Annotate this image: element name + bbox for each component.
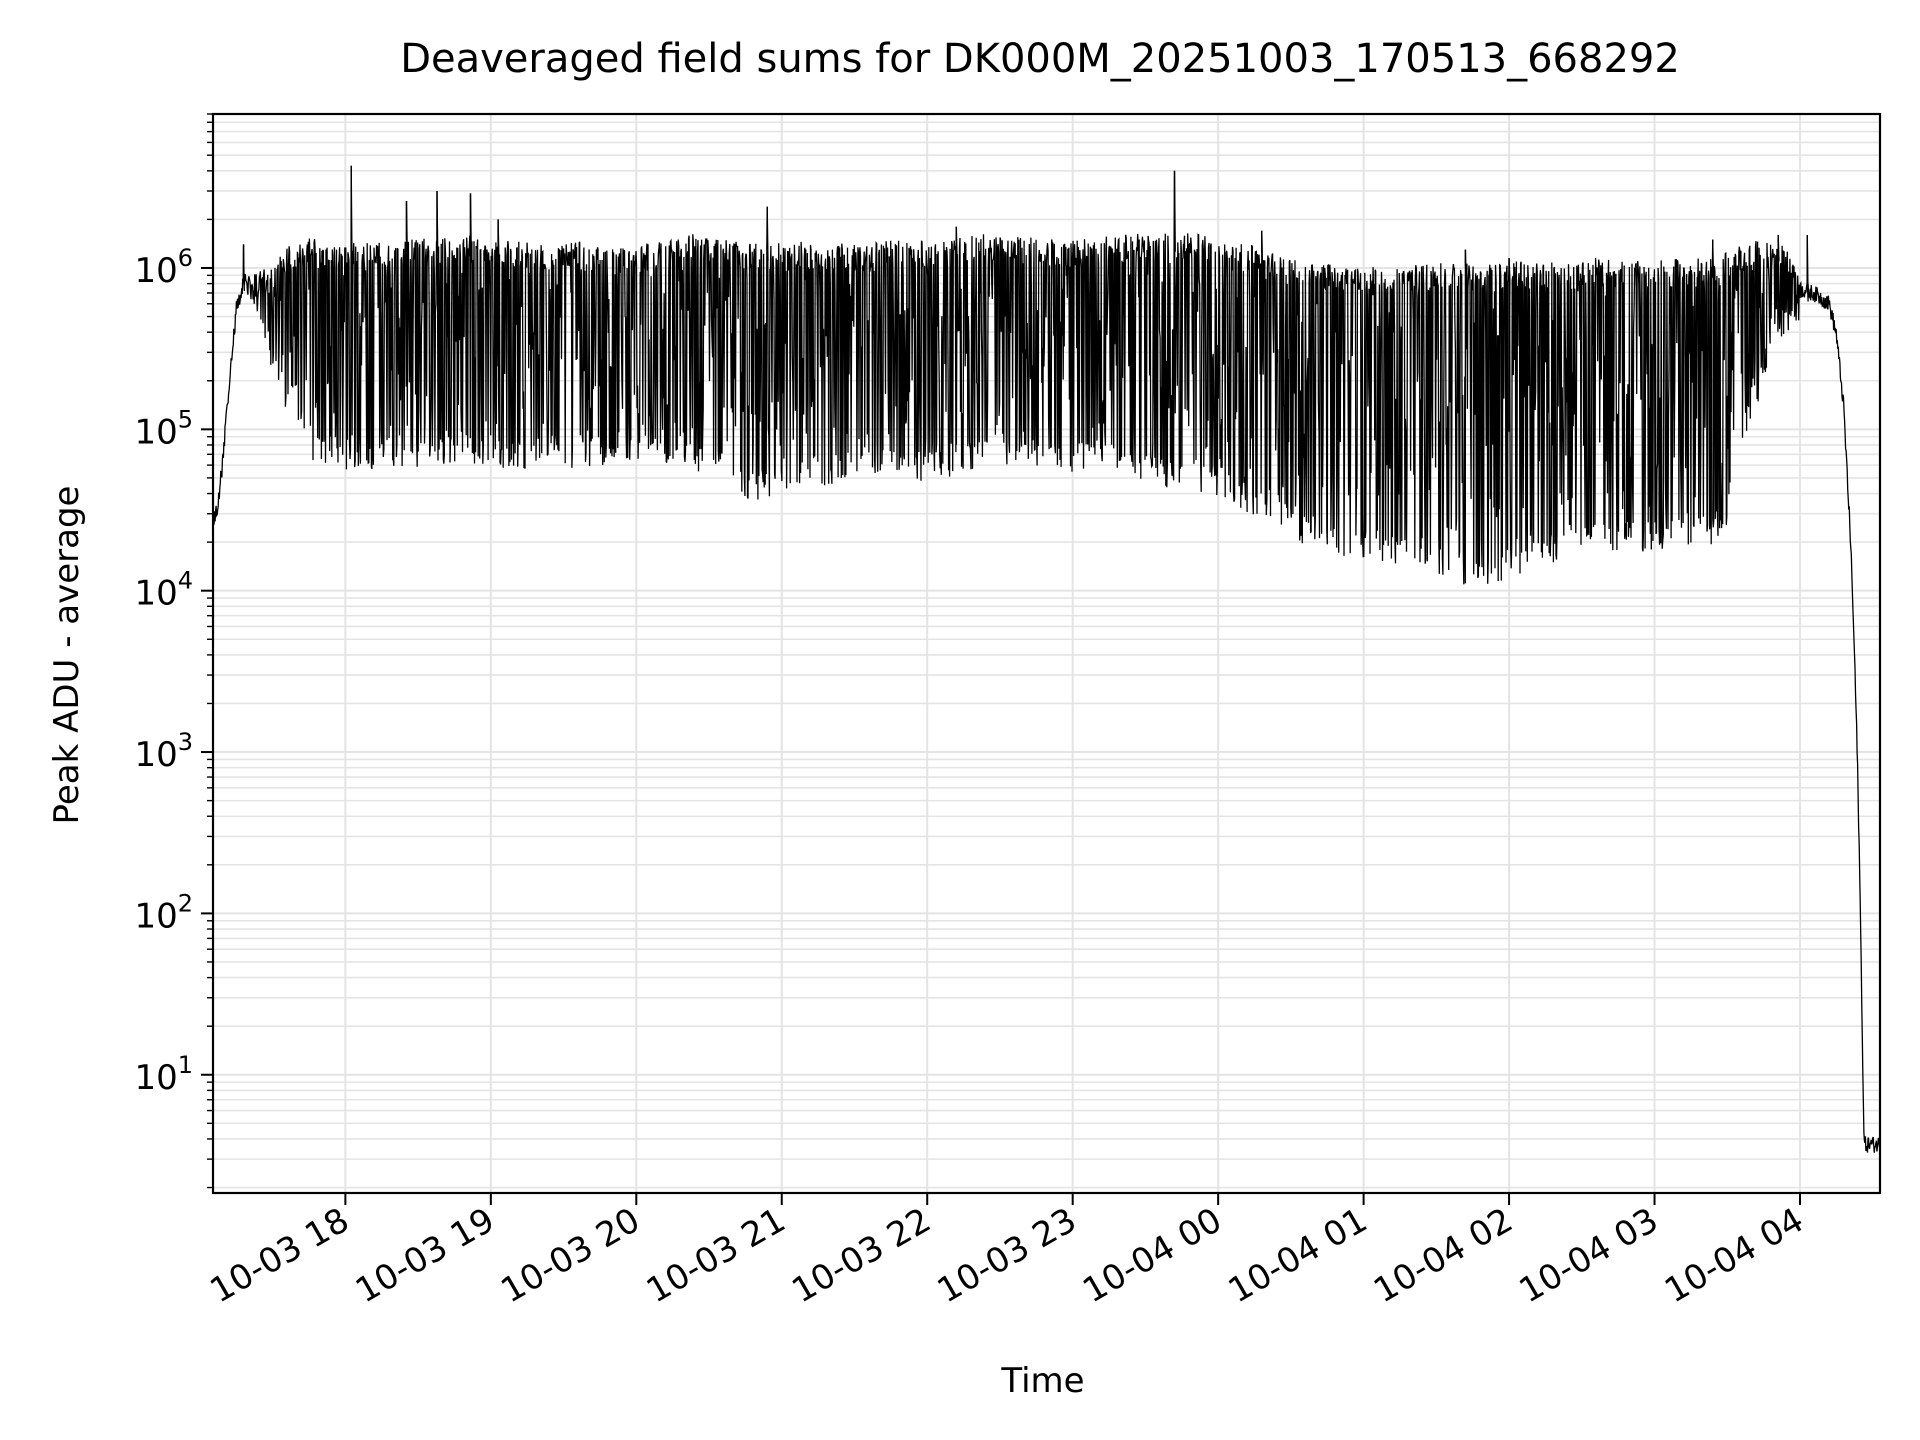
y-tick-base: 10 [134, 896, 177, 936]
y-tick-exponent: 1 [178, 1051, 193, 1079]
y-tick-base: 10 [134, 735, 177, 775]
plot-frame [211, 112, 1882, 1195]
y-tick-label: 105 [134, 405, 193, 452]
y-tick-base: 10 [134, 574, 177, 614]
x-tick-label: 10-03 19 [349, 1200, 501, 1311]
y-tick-label: 101 [134, 1051, 193, 1098]
y-tick-exponent: 5 [178, 405, 193, 433]
data-series-line [212, 165, 1881, 1153]
x-tick-label: 10-04 03 [1513, 1200, 1665, 1311]
y-tick-label: 106 [134, 244, 193, 291]
y-tick-label: 104 [134, 567, 193, 614]
x-tick-label: 10-04 02 [1367, 1200, 1519, 1311]
y-axis-label: Peak ADU - average [47, 486, 87, 825]
x-tick-label: 10-03 20 [494, 1200, 646, 1311]
x-tick-label: 10-04 04 [1658, 1200, 1810, 1311]
x-tick-label: 10-03 21 [640, 1200, 792, 1311]
chart-title: Deaveraged field sums for DK000M_2025100… [400, 36, 1680, 82]
y-tick-base: 10 [134, 251, 177, 291]
x-tick-label: 10-03 23 [931, 1200, 1083, 1311]
y-tick-label: 102 [134, 889, 193, 936]
plot-area-border [211, 112, 1882, 1195]
y-tick-exponent: 6 [178, 244, 193, 272]
y-tick-exponent: 2 [178, 889, 193, 917]
y-tick-base: 10 [134, 412, 177, 452]
x-axis-label: Time [1000, 1361, 1084, 1401]
y-tick-exponent: 3 [178, 728, 193, 756]
y-tick-base: 10 [134, 1058, 177, 1098]
x-tick-label: 10-03 22 [785, 1200, 937, 1311]
x-tick-label: 10-04 00 [1076, 1200, 1228, 1311]
y-tick-exponent: 4 [178, 567, 193, 595]
data-layer [212, 165, 1881, 1153]
y-tick-label: 103 [134, 728, 193, 775]
x-tick-label: 10-04 01 [1222, 1200, 1374, 1311]
x-tick-label: 10-03 18 [203, 1200, 355, 1311]
